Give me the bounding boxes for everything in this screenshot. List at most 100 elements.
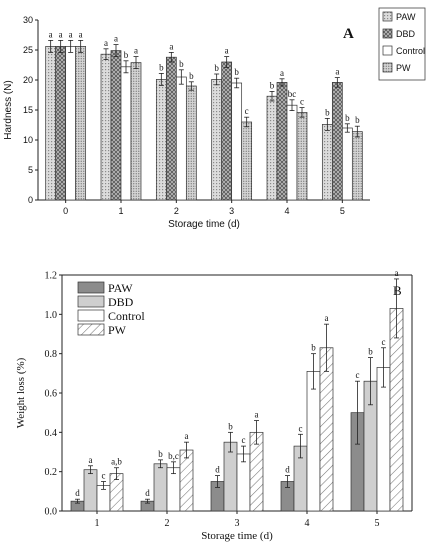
significance-letter: d [215,465,220,475]
y-tick-label: 1.0 [45,310,58,321]
x-axis-label: Storage time (d) [201,530,273,542]
bar-pw-2 [179,449,194,512]
y-tick-label: 30 [23,15,33,25]
significance-letter: c [102,471,106,481]
x-tick-label: 1 [95,518,100,529]
x-tick-label: 5 [340,206,345,216]
x-tick-label: 3 [235,518,240,529]
x-tick-label: 2 [165,518,170,529]
bar-control-4 [286,104,298,201]
y-axis-label: Weight loss (%) [15,357,27,428]
legend-swatch-pw [382,62,393,73]
y-tick-label: 0.6 [45,389,58,400]
y-tick-label: 0.8 [45,349,58,360]
bar-paw-4 [266,95,278,201]
bar-control-3 [236,453,251,512]
significance-letter: b [124,50,129,60]
significance-letter: b [189,71,194,81]
panel-label: A [343,26,354,42]
x-tick-label: 5 [375,518,380,529]
x-axis-label: Storage time (d) [168,219,240,230]
legend-label-pw: PW [396,63,411,73]
x-tick-label: 2 [174,206,179,216]
bar-dbd-4 [276,82,288,201]
significance-letter: a [325,313,329,323]
significance-letter: a [104,38,108,48]
legend-swatch-control [77,309,105,322]
significance-letter: b [311,343,316,353]
bar-control-5 [341,127,353,201]
significance-letter: d [285,465,290,475]
bar-paw-0 [45,46,57,201]
bar-dbd-1 [83,469,98,512]
significance-letter: b [179,59,184,69]
bar-pw-4 [296,112,308,201]
bar-control-4 [306,371,321,512]
y-tick-label: 5 [28,165,33,175]
bar-pw-0 [75,46,87,201]
significance-letter: bc [288,89,297,99]
significance-letter: c [300,97,304,107]
x-tick-label: 4 [305,518,310,529]
significance-letter: b,c [168,451,179,461]
bar-pw-5 [351,131,363,201]
significance-letter: a [79,29,83,39]
significance-letter: b [368,347,373,357]
bar-dbd-3 [221,61,233,201]
significance-letter: c [242,435,246,445]
significance-letter: a [59,29,63,39]
bar-pw-2 [185,85,197,201]
y-tick-label: 10 [23,135,33,145]
bar-paw-1 [100,53,112,201]
x-tick-label: 0 [63,206,68,216]
bar-control-2 [166,467,181,512]
y-tick-label: 0 [28,195,33,205]
bar-control-0 [65,46,77,201]
bar-paw-3 [211,79,223,201]
legend-label-dbd: DBD [108,295,134,309]
legend-swatch-paw [77,281,105,294]
significance-letter: a [395,268,399,278]
x-tick-label: 3 [229,206,234,216]
y-tick-label: 25 [23,45,33,55]
y-tick-label: 1.2 [45,271,58,282]
y-tick-label: 0.2 [45,467,58,478]
legend-swatch-paw [382,11,393,22]
significance-letter: a [134,46,138,56]
legend-swatch-pw [77,323,105,336]
significance-letter: a,b [111,457,122,467]
bar-paw-2 [155,79,167,201]
significance-letter: b [234,67,239,77]
y-tick-label: 0.0 [45,507,58,518]
bar-control-3 [231,82,243,201]
significance-letter: d [145,488,150,498]
y-tick-label: 20 [23,75,33,85]
significance-letter: a [49,29,53,39]
bar-paw-5 [321,124,333,201]
significance-letter: c [356,370,360,380]
x-tick-label: 4 [284,206,289,216]
significance-letter: a [335,67,339,77]
significance-letter: a [225,46,229,56]
significance-letter: a [169,41,173,51]
bar-pw-3 [241,121,253,201]
significance-letter: b [159,62,164,72]
significance-letter: a [185,431,189,441]
bar-pw-4 [319,347,334,512]
significance-letter: a [255,410,259,420]
significance-letter: a [89,455,93,465]
bar-pw-5 [389,308,404,512]
legend-swatch-dbd [77,295,105,308]
legend-label-control: Control [108,309,145,323]
y-tick-label: 0.4 [45,428,58,439]
x-tick-label: 1 [118,206,123,216]
y-tick-label: 15 [23,105,33,115]
legend-label-control: Control [396,46,425,56]
significance-letter: c [299,423,303,433]
bar-pw-1 [130,62,142,201]
significance-letter: b [158,449,163,459]
